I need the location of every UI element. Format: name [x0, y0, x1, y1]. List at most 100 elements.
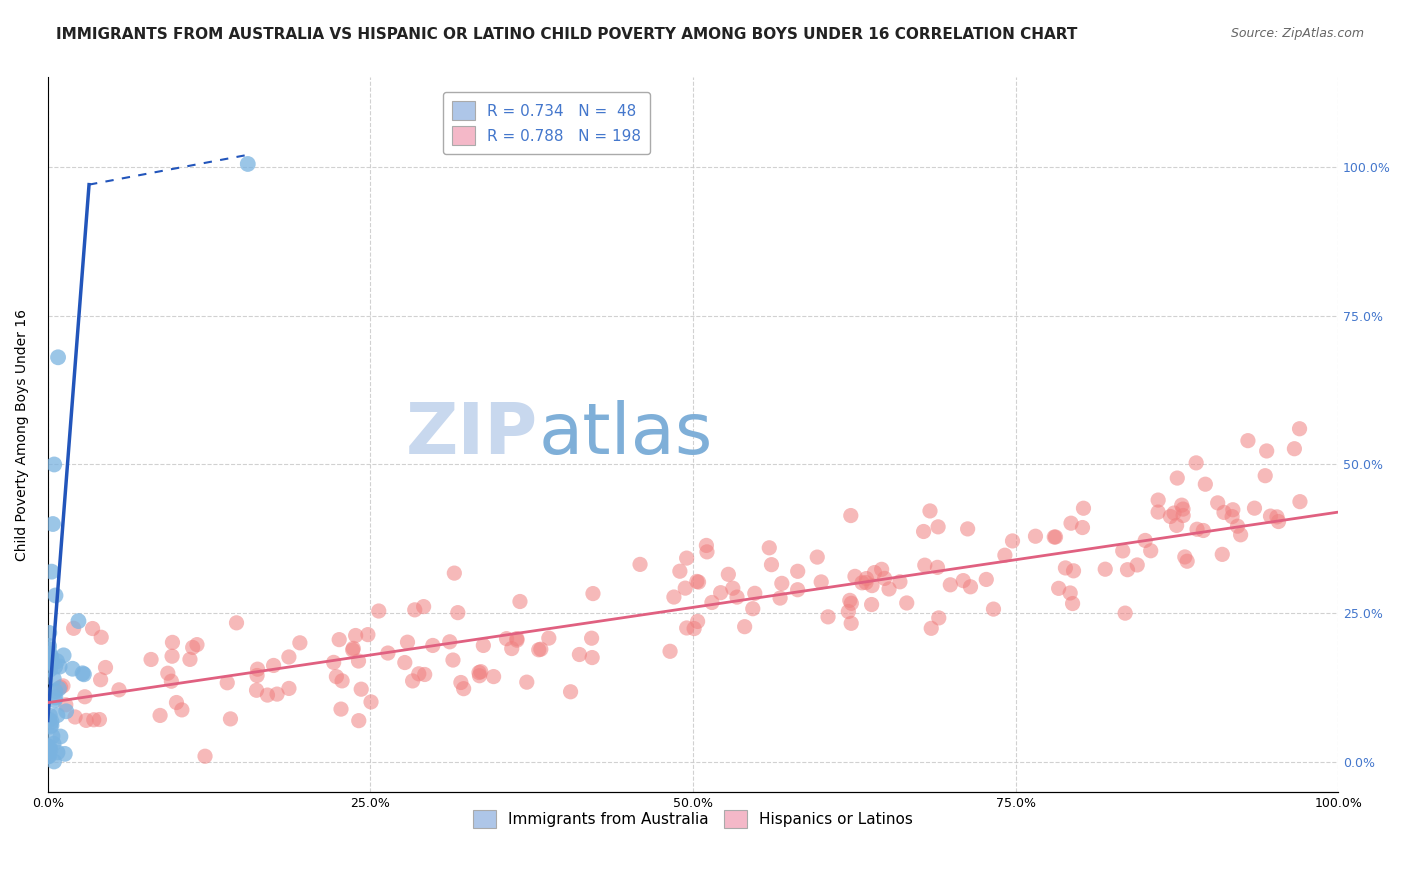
Point — [42, 672, 65, 686]
Point — [472, 639, 495, 653]
Point — [1001, 533, 1024, 548]
Point — [186, 638, 208, 652]
Point — [734, 620, 756, 634]
Point — [1171, 508, 1194, 523]
Point — [717, 567, 740, 582]
Point — [357, 627, 380, 641]
Point — [73, 690, 96, 704]
Point — [330, 673, 353, 688]
Point — [1284, 442, 1306, 456]
Point — [1166, 518, 1188, 533]
Point — [90, 673, 112, 687]
Point — [288, 636, 311, 650]
Point — [1175, 554, 1198, 568]
Point — [149, 708, 172, 723]
Point — [1229, 528, 1251, 542]
Point — [46, 746, 69, 760]
Point — [38, 647, 60, 661]
Point — [55, 704, 77, 718]
Point — [1185, 456, 1208, 470]
Point — [1220, 509, 1243, 524]
Point — [870, 562, 893, 576]
Point — [851, 575, 873, 590]
Point — [744, 586, 766, 600]
Point — [974, 573, 997, 587]
Point — [160, 649, 183, 664]
Point — [170, 703, 193, 717]
Point — [42, 737, 65, 751]
Point — [628, 558, 651, 572]
Point — [673, 581, 696, 595]
Point — [1265, 509, 1288, 524]
Point — [1288, 422, 1310, 436]
Point — [1222, 502, 1244, 516]
Point — [769, 591, 792, 605]
Legend: Immigrants from Australia, Hispanics or Latinos: Immigrants from Australia, Hispanics or … — [467, 804, 920, 834]
Point — [1256, 444, 1278, 458]
Point — [1147, 493, 1170, 508]
Point — [447, 606, 470, 620]
Point — [38, 749, 60, 764]
Point — [156, 666, 179, 681]
Point — [217, 675, 239, 690]
Point — [786, 564, 808, 578]
Point — [408, 666, 430, 681]
Point — [42, 516, 65, 531]
Point — [1192, 524, 1215, 538]
Point — [675, 621, 697, 635]
Point — [560, 685, 582, 699]
Point — [686, 615, 709, 629]
Point — [46, 351, 69, 365]
Point — [219, 712, 242, 726]
Point — [413, 667, 436, 681]
Point — [394, 656, 416, 670]
Point — [839, 616, 862, 631]
Point — [1024, 529, 1046, 543]
Point — [725, 590, 748, 604]
Point — [873, 571, 896, 585]
Point — [90, 630, 112, 644]
Point — [1071, 520, 1094, 534]
Point — [912, 524, 935, 539]
Point — [839, 508, 862, 523]
Point — [1237, 434, 1260, 448]
Point — [44, 690, 66, 705]
Point — [582, 586, 605, 600]
Point — [1043, 530, 1066, 544]
Point — [686, 574, 709, 589]
Point — [939, 578, 962, 592]
Point — [860, 579, 883, 593]
Point — [49, 680, 72, 694]
Point — [439, 635, 461, 649]
Point — [367, 604, 389, 618]
Point — [108, 682, 131, 697]
Point — [581, 631, 603, 645]
Point — [1063, 564, 1085, 578]
Point — [39, 656, 62, 670]
Point — [396, 635, 419, 649]
Point — [49, 730, 72, 744]
Point — [39, 654, 62, 668]
Point — [225, 615, 247, 630]
Point — [855, 575, 877, 590]
Point — [700, 595, 723, 609]
Point — [1163, 506, 1185, 520]
Point — [194, 749, 217, 764]
Point — [162, 635, 184, 649]
Point — [468, 665, 491, 680]
Point — [1174, 549, 1197, 564]
Point — [896, 596, 918, 610]
Point — [278, 681, 301, 696]
Point — [38, 639, 60, 653]
Text: ZIP: ZIP — [406, 401, 538, 469]
Point — [55, 698, 77, 712]
Point — [245, 683, 267, 698]
Point — [377, 646, 399, 660]
Y-axis label: Child Poverty Among Boys Under 16: Child Poverty Among Boys Under 16 — [15, 309, 30, 561]
Point — [1045, 530, 1067, 544]
Point — [44, 659, 66, 673]
Point — [344, 628, 367, 642]
Point — [688, 575, 710, 590]
Point — [44, 693, 66, 707]
Point — [1054, 561, 1077, 575]
